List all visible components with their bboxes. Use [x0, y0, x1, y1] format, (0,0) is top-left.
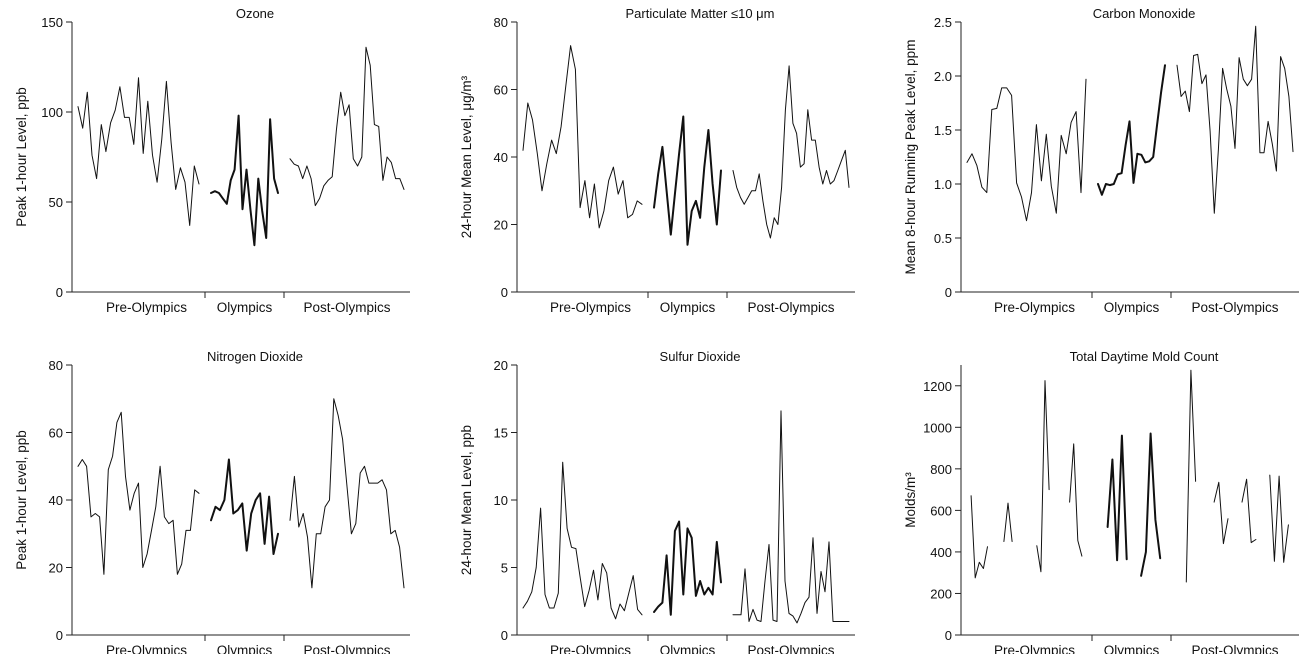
y-tick-label: 60	[49, 426, 63, 441]
series-line-olympics	[653, 520, 722, 616]
y-tick-label: 0	[56, 628, 63, 643]
x-category-label-pre-olympics: Pre-Olympics	[106, 300, 187, 315]
chart-panel-nitrogen-dioxide: Nitrogen Dioxide Peak 1-hour Level, ppb 0 2…	[14, 349, 410, 654]
y-tick-label: 150	[41, 15, 63, 30]
series-line-pre-olympics	[966, 78, 1087, 222]
series-line-post-olympics	[1269, 474, 1289, 563]
y-tick-label: 1000	[923, 420, 952, 435]
y-tick-label: 2.0	[934, 69, 952, 84]
y-axis-label: Peak 1-hour Level, ppb	[14, 87, 29, 227]
series-line-olympics	[1106, 434, 1128, 562]
x-category-label-post-olympics: Post-Olympics	[1191, 643, 1278, 654]
y-tick-label: 0	[945, 628, 952, 643]
y-tick-label: 60	[494, 83, 508, 98]
x-category-label-olympics: Olympics	[217, 643, 273, 654]
y-tick-label: 1200	[923, 379, 952, 394]
y-tick-label: 200	[930, 586, 952, 601]
series-line-post-olympics	[1241, 478, 1257, 544]
y-tick-label: 20	[494, 218, 508, 233]
y-axis-label: Peak 1-hour Level, ppb	[14, 430, 29, 570]
series-line-post-olympics	[289, 398, 405, 589]
series-line-post-olympics	[1213, 481, 1229, 545]
chart-panel-total-daytime-mold-count: Total Daytime Mold Count Molds/m³ 0 200 400 6…	[903, 349, 1299, 654]
x-category-label-olympics: Olympics	[217, 300, 273, 315]
chart-title: Ozone	[236, 6, 274, 21]
chart-panel-particulate-matter-10-m: Particulate Matter ≤10 μm 24-hour Mean Le…	[459, 6, 855, 315]
series-line-pre-olympics	[1036, 380, 1050, 573]
x-category-label-olympics: Olympics	[1104, 300, 1160, 315]
series-line-post-olympics	[289, 46, 405, 207]
x-category-label-pre-olympics: Pre-Olympics	[550, 300, 631, 315]
series-line-olympics	[210, 114, 279, 247]
chart-title: Nitrogen Dioxide	[207, 349, 303, 364]
x-category-label-post-olympics: Post-Olympics	[747, 643, 834, 654]
chart-title: Sulfur Dioxide	[660, 349, 741, 364]
y-tick-label: 20	[494, 358, 508, 373]
y-tick-label: 0.5	[934, 231, 952, 246]
series-line-olympics	[1140, 432, 1162, 577]
y-axis-label: Molds/m³	[903, 472, 918, 528]
chart-panel-sulfur-dioxide: Sulfur Dioxide 24-hour Mean Level, ppb 0 5 1…	[459, 349, 855, 654]
x-category-label-post-olympics: Post-Olympics	[303, 300, 390, 315]
y-tick-label: 400	[930, 545, 952, 560]
series-line-post-olympics	[732, 65, 850, 239]
y-tick-label: 800	[930, 462, 952, 477]
series-line-pre-olympics	[77, 77, 200, 226]
y-tick-label: 2.5	[934, 15, 952, 30]
y-tick-label: 100	[41, 105, 63, 120]
y-tick-label: 0	[56, 285, 63, 300]
chart-title: Total Daytime Mold Count	[1070, 349, 1219, 364]
x-category-label-post-olympics: Post-Olympics	[1191, 300, 1278, 315]
chart-title: Particulate Matter ≤10 μm	[625, 6, 774, 21]
series-line-pre-olympics	[1069, 443, 1083, 557]
series-line-pre-olympics	[522, 461, 643, 620]
series-line-olympics	[653, 115, 722, 246]
x-category-label-olympics: Olympics	[660, 300, 716, 315]
series-line-olympics	[1097, 64, 1166, 196]
y-tick-label: 20	[49, 561, 63, 576]
series-line-pre-olympics	[522, 45, 643, 229]
series-line-pre-olympics	[77, 411, 200, 575]
y-tick-label: 80	[494, 15, 508, 30]
y-tick-label: 0	[501, 285, 508, 300]
x-category-label-pre-olympics: Pre-Olympics	[550, 643, 631, 654]
y-tick-label: 600	[930, 503, 952, 518]
series-line-post-olympics	[1185, 369, 1197, 583]
y-tick-label: 0	[945, 285, 952, 300]
y-tick-label: 1.5	[934, 123, 952, 138]
y-axis-label: Mean 8-hour Running Peak Level, ppm	[903, 40, 918, 275]
y-tick-label: 0	[501, 628, 508, 643]
y-axis-label: 24-hour Mean Level, ppb	[459, 425, 474, 575]
y-tick-label: 10	[494, 493, 508, 508]
y-tick-label: 40	[49, 493, 63, 508]
y-tick-label: 5	[501, 561, 508, 576]
x-category-label-pre-olympics: Pre-Olympics	[994, 643, 1075, 654]
series-line-post-olympics	[1176, 25, 1294, 214]
y-tick-label: 40	[494, 150, 508, 165]
y-tick-label: 15	[494, 426, 508, 441]
x-category-label-post-olympics: Post-Olympics	[303, 643, 390, 654]
chart-panel-carbon-monoxide: Carbon Monoxide Mean 8-hour Running Peak …	[903, 6, 1299, 315]
series-line-pre-olympics	[1003, 502, 1013, 542]
x-category-label-olympics: Olympics	[1104, 643, 1160, 654]
series-line-olympics	[210, 458, 279, 555]
x-category-label-post-olympics: Post-Olympics	[747, 300, 834, 315]
x-category-label-pre-olympics: Pre-Olympics	[106, 643, 187, 654]
x-category-label-pre-olympics: Pre-Olympics	[994, 300, 1075, 315]
x-category-label-olympics: Olympics	[660, 643, 716, 654]
y-tick-label: 1.0	[934, 177, 952, 192]
chart-title: Carbon Monoxide	[1093, 6, 1196, 21]
series-line-pre-olympics	[970, 495, 988, 579]
y-tick-label: 80	[49, 358, 63, 373]
series-line-post-olympics	[732, 410, 850, 624]
y-axis-label: 24-hour Mean Level, μg/m³	[459, 75, 474, 238]
y-tick-label: 50	[49, 195, 63, 210]
chart-panel-ozone: Ozone Peak 1-hour Level, ppb 0 50 100 150 Pre-…	[14, 6, 410, 315]
